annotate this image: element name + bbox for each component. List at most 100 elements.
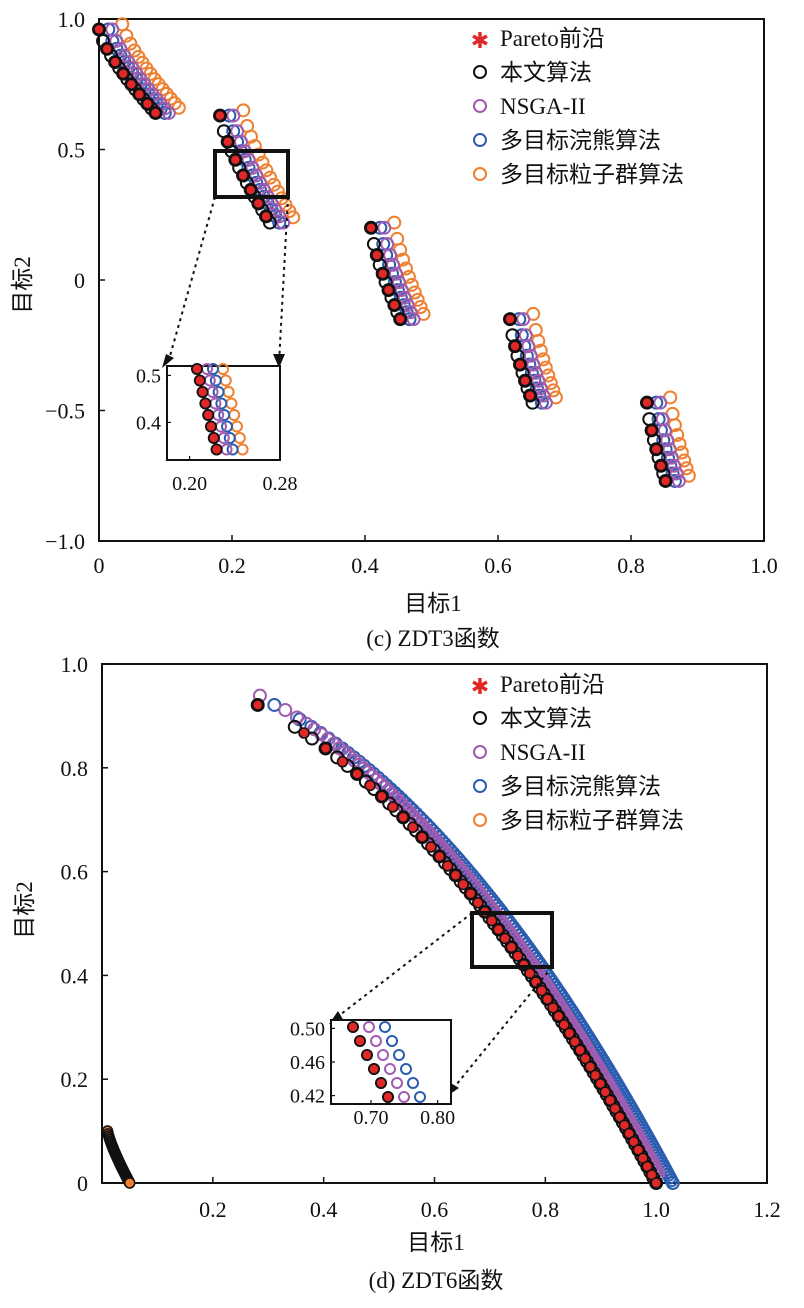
pareto-point	[457, 878, 470, 891]
y-axis-label-zdt6: 目标2	[12, 881, 37, 939]
pareto-point	[433, 850, 446, 863]
mopso-bear-point	[534, 395, 549, 410]
inset-pareto-point	[205, 420, 217, 433]
legend-marker	[473, 133, 487, 147]
x-tick-label: 0.2	[218, 553, 246, 578]
x-tick-label: 0.4	[310, 1197, 338, 1222]
ours-point	[381, 283, 396, 298]
legend-item-mopso-bear: 多目标浣熊算法	[500, 128, 661, 153]
nsga-point	[278, 703, 293, 718]
nsga-point	[161, 105, 176, 120]
inset-mopso-bear-point	[209, 374, 222, 387]
pareto-point	[524, 389, 536, 402]
ours-point	[644, 423, 659, 438]
pareto-point	[499, 932, 511, 945]
x-tick-label: 0.8	[532, 1197, 560, 1222]
x-tick-label: 1.0	[750, 553, 778, 578]
pareto-point	[604, 1094, 616, 1107]
inset-pareto-point	[347, 1021, 359, 1033]
x-tick-label: 0.8	[617, 553, 645, 578]
nsga-point	[671, 473, 686, 488]
inset-y-tick-label: 0.42	[290, 1086, 325, 1108]
nsga-point	[253, 175, 268, 190]
pareto-point	[371, 249, 383, 261]
y-tick-label: 0.2	[61, 1067, 89, 1092]
y-tick-label: 0.5	[58, 138, 86, 163]
pareto-point	[589, 1069, 602, 1082]
inset-pareto-point	[210, 443, 223, 456]
nsga-point	[109, 33, 124, 48]
axis-ticks-zdt3: 0 0.2 0.4 0.6 0.8 1.0 1.0 0.5 0 −0.5 −1.0	[45, 7, 778, 578]
inset-mopso-bear-point	[223, 432, 236, 444]
ours-point	[387, 298, 402, 313]
inset-mopso-bear-point	[221, 420, 233, 433]
nsga-point	[394, 283, 409, 298]
pareto-point	[574, 1044, 586, 1056]
inset-frame-zdt6	[330, 1019, 452, 1105]
pareto-point	[133, 88, 146, 101]
pareto-point	[511, 950, 524, 962]
nsga-point	[391, 275, 406, 290]
y-tick-label: −0.5	[45, 399, 85, 424]
pareto-point	[365, 222, 377, 234]
inset-mopso-bear-point	[386, 1035, 398, 1047]
x-tick-label: 0.6	[484, 553, 512, 578]
pareto-point	[594, 1077, 607, 1090]
inset-pareto-point	[191, 363, 203, 375]
ours-point	[523, 388, 538, 403]
legend-marker	[473, 167, 487, 181]
pareto-point	[376, 790, 388, 803]
pareto-point	[244, 184, 257, 196]
x-tick-label: 1.0	[642, 1197, 670, 1222]
caption-zdt3: (c) ZDT3函数	[366, 626, 500, 651]
inset-pareto-point	[196, 386, 209, 398]
x-tick-label: 0.6	[421, 1197, 449, 1222]
inset-pareto-point	[202, 409, 214, 421]
pareto-point	[441, 860, 454, 872]
nsga-point	[662, 442, 677, 457]
y-tick-label: 1.0	[61, 652, 89, 677]
ours-point	[374, 789, 389, 804]
mopso-bear-point	[267, 697, 282, 712]
legend-marker	[473, 813, 487, 827]
pareto-point	[655, 459, 667, 472]
pareto-point	[109, 56, 121, 68]
legend-item-mopso-bear: 多目标浣熊算法	[500, 774, 661, 799]
mopso-bear-point	[519, 348, 534, 363]
pareto-point	[492, 923, 505, 936]
inset-mopso-bear-point	[407, 1077, 419, 1089]
inset-mopso-bear-point	[215, 397, 228, 410]
zoom-arrowhead-left-zdt3	[162, 354, 174, 368]
nsga-point	[657, 423, 672, 438]
legend-item-pareto: Pareto前沿	[500, 672, 605, 697]
inset-nsga-point	[398, 1091, 410, 1103]
mopso-bear-point	[382, 257, 397, 272]
zoom-arrow-right-zdt6	[451, 966, 553, 1091]
inset-x-tick-label: 0.20	[172, 473, 207, 495]
pareto-point	[364, 779, 376, 792]
ours-point	[502, 312, 517, 327]
legend-marker-pareto: ✱	[471, 29, 489, 54]
nsga-point	[388, 266, 403, 281]
zoom-arrowhead-right-zdt3	[273, 354, 285, 368]
pareto-point	[251, 699, 264, 711]
inset-pareto-point	[368, 1063, 380, 1075]
nsga-point	[406, 312, 421, 327]
nsga-point	[538, 395, 553, 410]
inset-mopso-bear-point	[393, 1049, 405, 1061]
nsga-point	[245, 160, 260, 175]
pareto-point	[425, 841, 437, 853]
nsga-point	[653, 395, 668, 410]
pareto-point	[336, 755, 349, 768]
caption-zdt6: (d) ZDT6函数	[369, 1268, 504, 1293]
inset-pareto-point	[375, 1077, 387, 1089]
legend-item-ours: 本文算法	[500, 60, 592, 85]
pareto-point	[535, 984, 548, 997]
pareto-point	[659, 475, 672, 487]
ours-point	[148, 105, 163, 120]
series-points-zdt6	[101, 688, 680, 1190]
pareto-point	[599, 1086, 612, 1098]
pareto-point	[141, 98, 154, 110]
inset-zdt3: 0.20 0.28 0.5 0.4	[136, 363, 298, 495]
